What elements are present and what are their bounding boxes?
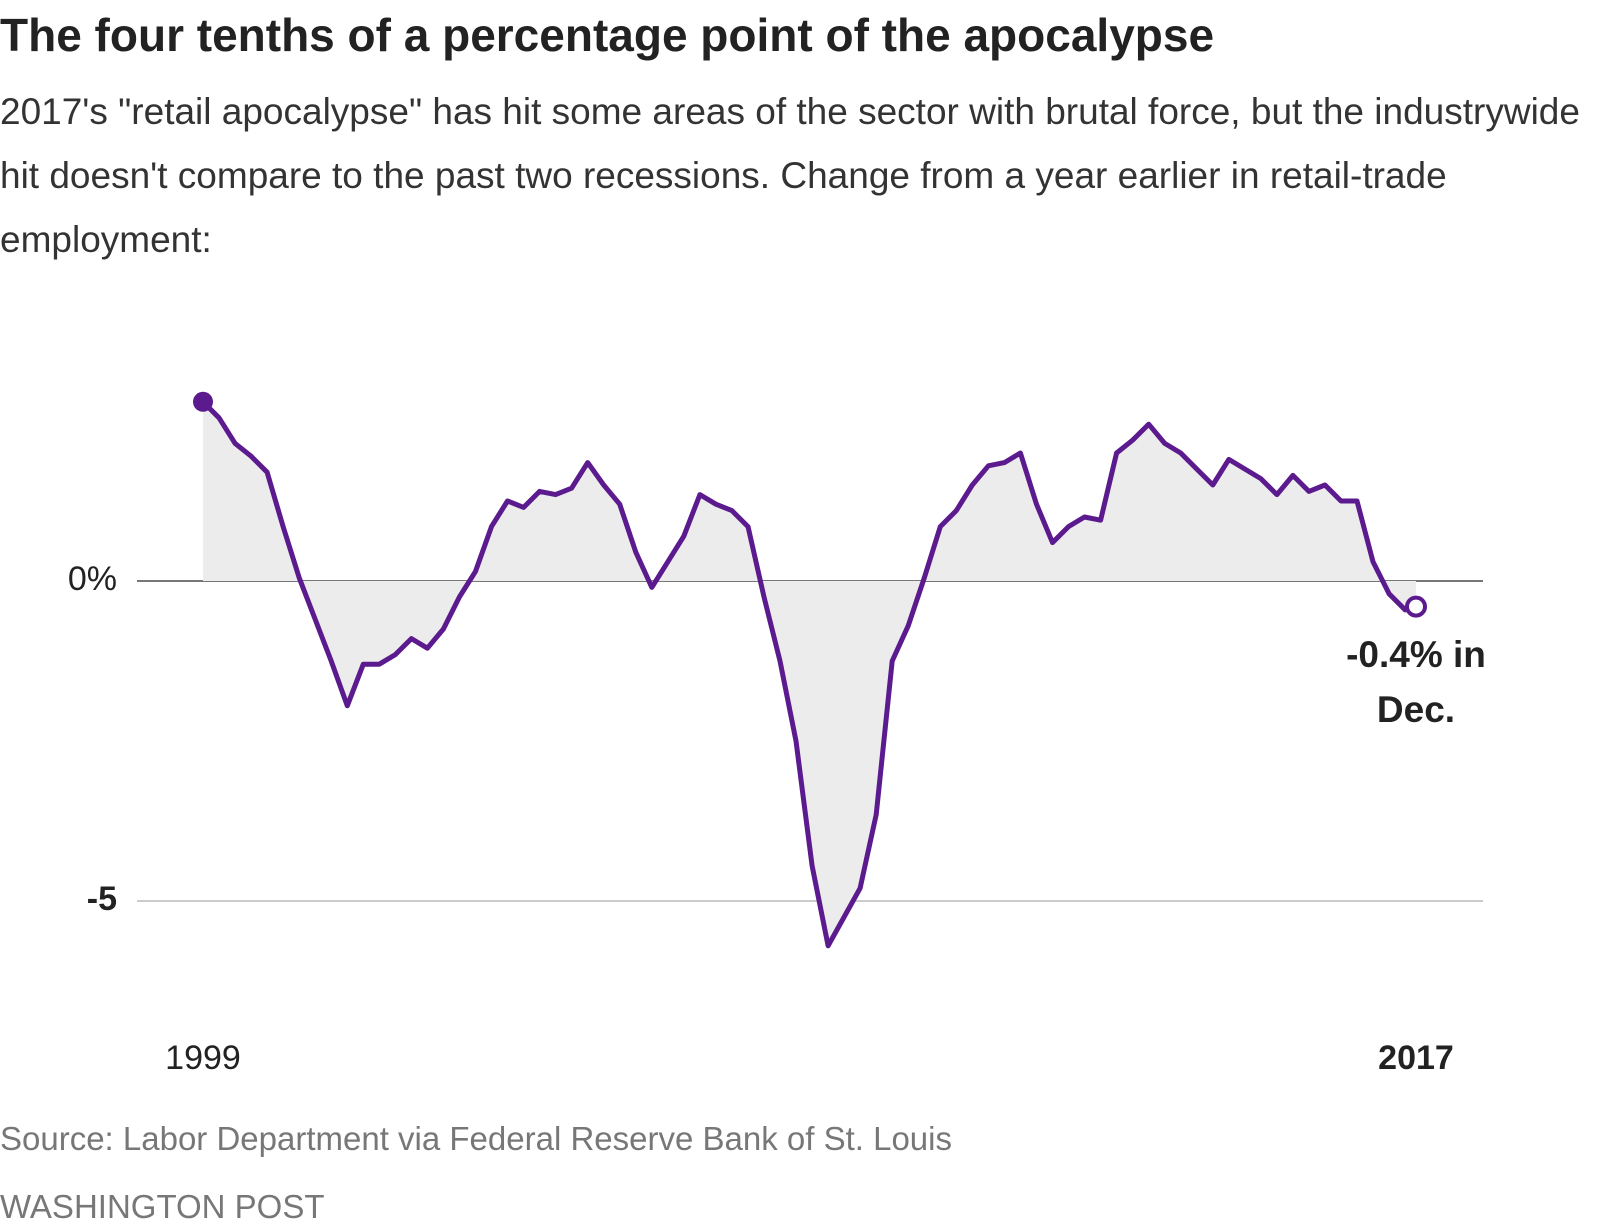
x-tick-label: 1999 [165, 1039, 241, 1077]
x-tick-label: 2017 [1378, 1039, 1454, 1077]
credit: WASHINGTON POST [0, 1188, 325, 1225]
annotation: Dec. [1377, 689, 1455, 730]
line [200, 399, 1419, 949]
start-point [193, 391, 213, 412]
source-note: Source: Labor Department via Federal Res… [0, 1120, 952, 1157]
annotation: -0.4% in [1346, 634, 1486, 675]
area [203, 401, 1416, 946]
chart-title: The four tenths of a percentage point of… [0, 9, 1215, 61]
chart-subtitle: 2017's "retail apocalypse" has hit some … [0, 91, 1580, 260]
y-tick-label: 0% [68, 560, 117, 598]
y-tick-label: -5 [87, 880, 117, 918]
end-point [1405, 595, 1427, 618]
